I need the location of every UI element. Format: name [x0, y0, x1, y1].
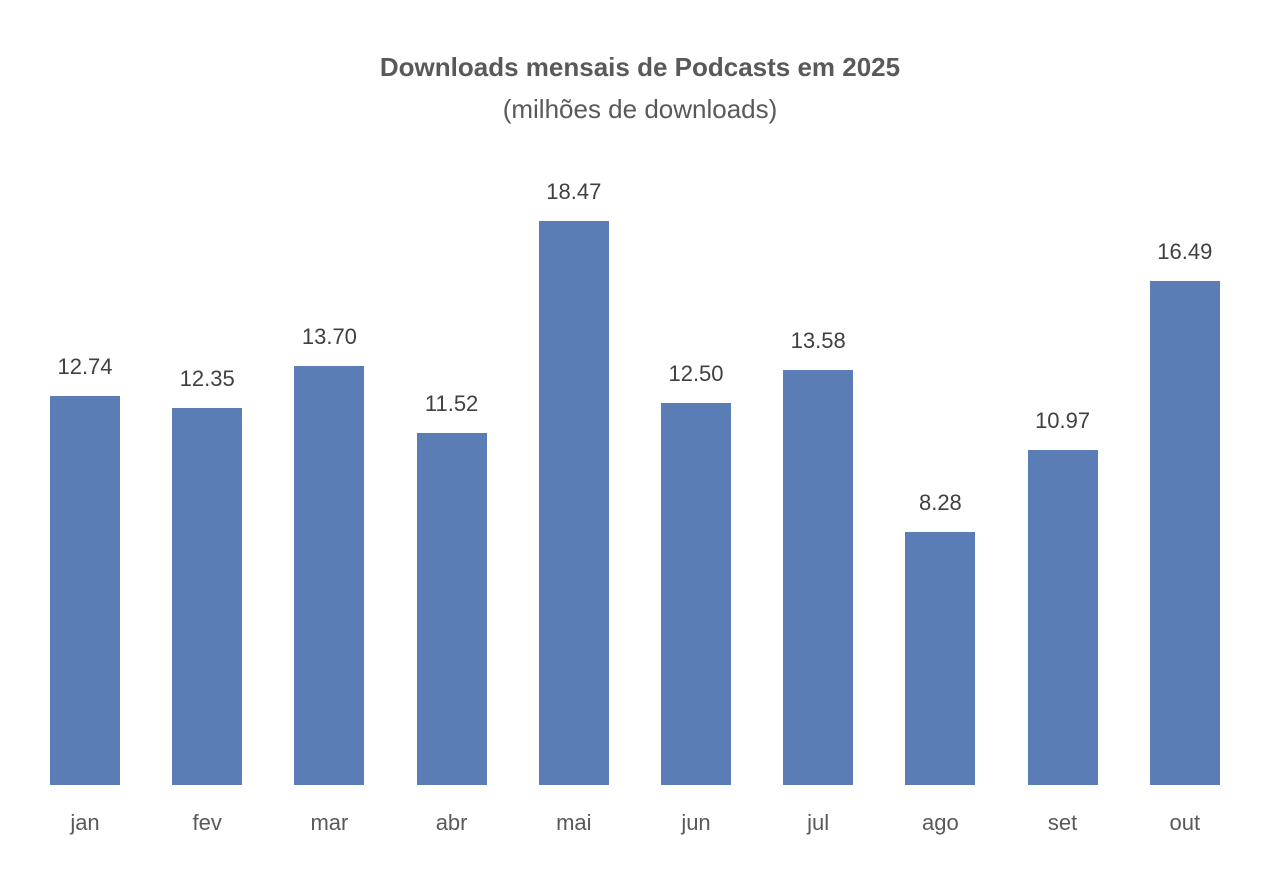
bar-jan	[50, 395, 120, 785]
bar-abr	[416, 433, 487, 785]
x-tick-label: abr	[435, 810, 468, 835]
data-label: 12.35	[179, 365, 235, 391]
data-label: 8.28	[918, 490, 962, 516]
bar-jul	[783, 370, 854, 785]
x-tick-label: mai	[556, 810, 592, 835]
data-label: 10.97	[1035, 407, 1091, 433]
x-tick-label: mar	[310, 810, 349, 835]
x-tick-label: set	[1047, 810, 1078, 835]
bar-jun	[661, 403, 731, 785]
data-label: 18.47	[546, 178, 602, 204]
data-label: 11.52	[424, 391, 479, 417]
x-tick-label: jan	[70, 810, 100, 835]
bar-out	[1149, 281, 1220, 785]
bar-mar	[294, 366, 365, 785]
x-tick-label: ago	[922, 810, 959, 835]
x-tick-label: fev	[192, 810, 222, 835]
chart-subtitle: (milhões de downloads)	[502, 94, 778, 124]
data-label: 16.49	[1157, 239, 1213, 265]
chart-title: Downloads mensais de Podcasts em 2025	[379, 52, 901, 82]
x-tick-label: jul	[807, 810, 830, 835]
data-label: 12.50	[668, 361, 724, 387]
data-label: 12.74	[57, 353, 113, 379]
data-label: 13.58	[790, 328, 846, 354]
bar-ago	[905, 532, 976, 785]
bar-set	[1027, 449, 1098, 785]
x-tick-label: jun	[681, 810, 711, 835]
data-label: 13.70	[301, 324, 357, 350]
bar-fev	[172, 407, 243, 785]
bar-mai	[538, 220, 609, 785]
x-tick-label: out	[1169, 810, 1201, 835]
